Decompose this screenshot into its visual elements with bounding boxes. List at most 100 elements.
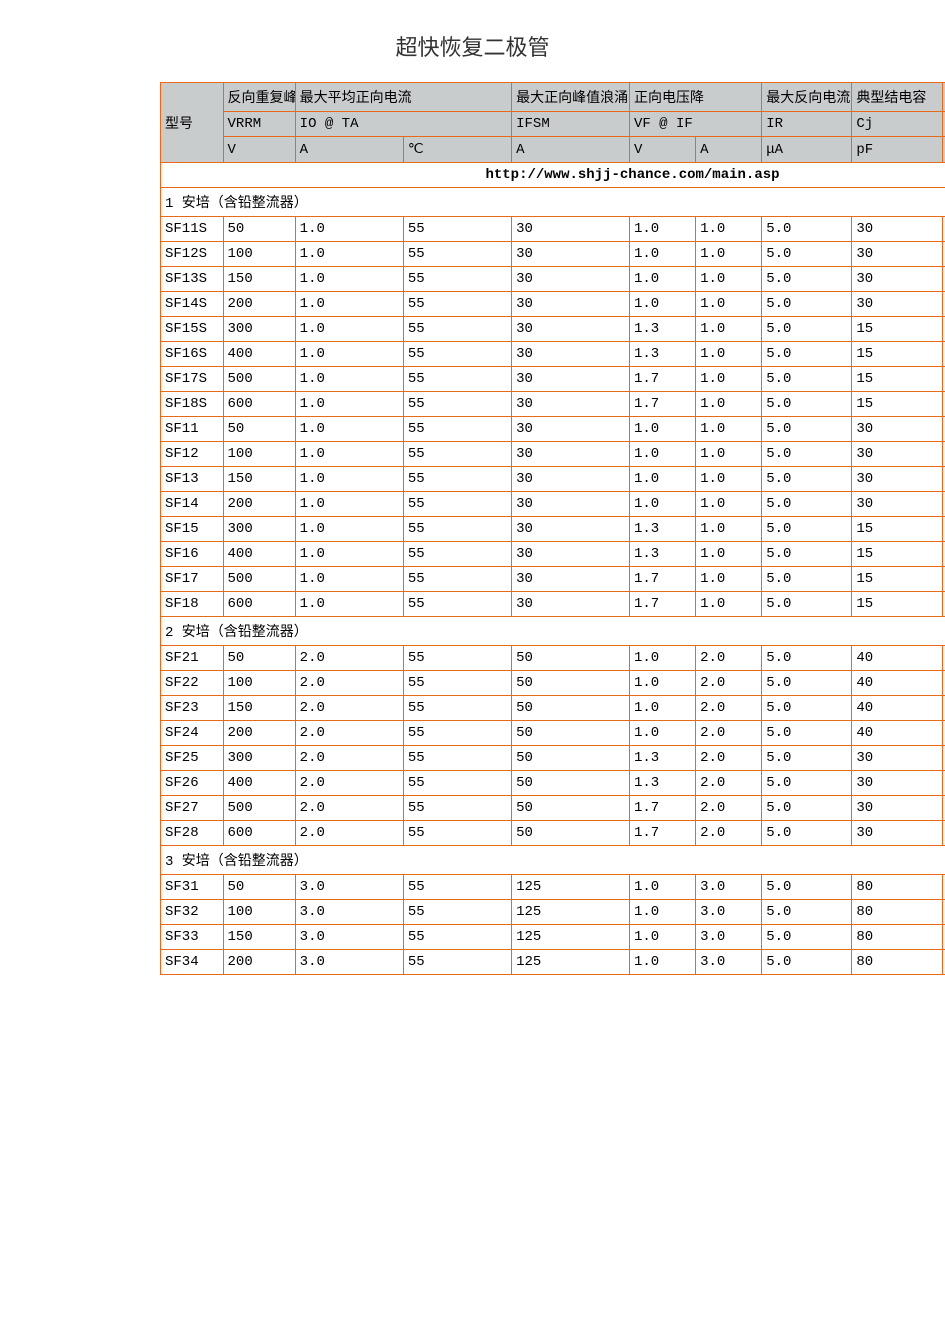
section-title: 1 安培（含铅整流器）	[161, 188, 945, 217]
header-ioa-unit: A	[295, 137, 403, 163]
table-cell: 1.0	[696, 542, 762, 567]
table-cell: 5.0	[762, 671, 852, 696]
table-cell: 1.0	[629, 646, 695, 671]
table-cell: 1.0	[295, 492, 403, 517]
table-cell: 30	[852, 242, 942, 267]
table-row: SF175001.055301.71.05.01550DO-41	[161, 567, 945, 592]
table-cell: 1.3	[629, 542, 695, 567]
table-cell: 500	[223, 367, 295, 392]
table-cell: 30	[512, 567, 630, 592]
table-row: SF275002.055501.72.05.03050DO-15	[161, 796, 945, 821]
header-io-sym: IO @ TA	[295, 112, 511, 137]
table-cell: 50	[512, 796, 630, 821]
table-cell: 5.0	[762, 217, 852, 242]
table-cell: 1.0	[696, 517, 762, 542]
table-cell: 5.0	[762, 796, 852, 821]
table-cell: 1.0	[629, 292, 695, 317]
table-cell: 30	[512, 367, 630, 392]
table-cell: 1.7	[629, 567, 695, 592]
table-cell: 5.0	[762, 292, 852, 317]
table-cell: 400	[223, 771, 295, 796]
table-cell: 1.0	[295, 392, 403, 417]
table-cell: 30	[512, 417, 630, 442]
table-cell: 1.3	[629, 517, 695, 542]
table-cell: 1.0	[696, 567, 762, 592]
table-cell: 1.7	[629, 821, 695, 846]
table-cell: SF11S	[161, 217, 224, 242]
table-cell: 200	[223, 492, 295, 517]
table-cell: SF28	[161, 821, 224, 846]
table-cell: 15	[852, 517, 942, 542]
section-title: 2 安培（含铅整流器）	[161, 617, 945, 646]
table-cell: 30	[512, 267, 630, 292]
table-cell: SF31	[161, 875, 224, 900]
table-row: SF13S1501.055301.01.05.03035A-405	[161, 267, 945, 292]
section-row: 1 安培（含铅整流器）	[161, 188, 945, 217]
table-cell: 300	[223, 517, 295, 542]
table-cell: 30	[852, 217, 942, 242]
table-cell: SF13S	[161, 267, 224, 292]
table-cell: 150	[223, 267, 295, 292]
table-cell: 30	[852, 746, 942, 771]
table-cell: 1.0	[629, 217, 695, 242]
table-cell: 80	[852, 925, 942, 950]
header-vrrm-sym: VRRM	[223, 112, 295, 137]
table-cell: 5.0	[762, 771, 852, 796]
table-cell: 55	[403, 925, 511, 950]
table-cell: SF33	[161, 925, 224, 950]
table-cell: 1.3	[629, 317, 695, 342]
table-cell: 1.0	[629, 875, 695, 900]
table-cell: 2.0	[295, 746, 403, 771]
table-cell: 55	[403, 367, 511, 392]
table-cell: 55	[403, 442, 511, 467]
table-cell: 5.0	[762, 392, 852, 417]
table-cell: 30	[852, 267, 942, 292]
table-cell: 1.0	[295, 242, 403, 267]
table-cell: 1.0	[295, 442, 403, 467]
table-cell: SF34	[161, 950, 224, 975]
table-cell: 125	[512, 925, 630, 950]
table-cell: SF17	[161, 567, 224, 592]
table-cell: 2.0	[696, 696, 762, 721]
table-cell: 55	[403, 467, 511, 492]
table-row: SF142001.055301.01.05.03035DO-41	[161, 492, 945, 517]
table-cell: 30	[512, 217, 630, 242]
table-cell: 300	[223, 746, 295, 771]
table-cell: SF15S	[161, 317, 224, 342]
table-cell: 80	[852, 900, 942, 925]
table-cell: 55	[403, 542, 511, 567]
table-cell: 30	[852, 796, 942, 821]
table-cell: 30	[852, 417, 942, 442]
table-cell: 2.0	[295, 771, 403, 796]
table-row: SF121001.055301.01.05.03035DO-41	[161, 442, 945, 467]
table-cell: 2.0	[696, 646, 762, 671]
table-cell: 5.0	[762, 317, 852, 342]
table-cell: 55	[403, 242, 511, 267]
header-io: 最大平均正向电流	[295, 83, 511, 112]
table-cell: 1.0	[295, 342, 403, 367]
table-cell: 30	[512, 442, 630, 467]
table-cell: 100	[223, 442, 295, 467]
table-cell: 2.0	[295, 671, 403, 696]
table-cell: 55	[403, 517, 511, 542]
table-cell: SF32	[161, 900, 224, 925]
table-cell: 55	[403, 646, 511, 671]
table-row: SF231502.055501.02.05.04035DO-15	[161, 696, 945, 721]
table-cell: 1.3	[629, 342, 695, 367]
table-cell: 1.0	[629, 267, 695, 292]
table-cell: SF18	[161, 592, 224, 617]
table-row: SF321003.0551251.03.05.08035DO-20	[161, 900, 945, 925]
table-cell: SF16S	[161, 342, 224, 367]
table-cell: 5.0	[762, 592, 852, 617]
header-ir: 最大反向电流 TA=25℃	[762, 83, 852, 112]
table-cell: 1.0	[696, 367, 762, 392]
table-cell: SF25	[161, 746, 224, 771]
table-body: http://www.shjj-chance.com/main.asp 1 安培…	[161, 163, 945, 975]
table-cell: 1.0	[696, 292, 762, 317]
table-cell: 55	[403, 492, 511, 517]
table-cell: 3.0	[295, 925, 403, 950]
table-row: SF11501.055301.01.05.03035DO-41	[161, 417, 945, 442]
table-cell: 600	[223, 392, 295, 417]
table-cell: 2.0	[696, 771, 762, 796]
table-cell: SF15	[161, 517, 224, 542]
